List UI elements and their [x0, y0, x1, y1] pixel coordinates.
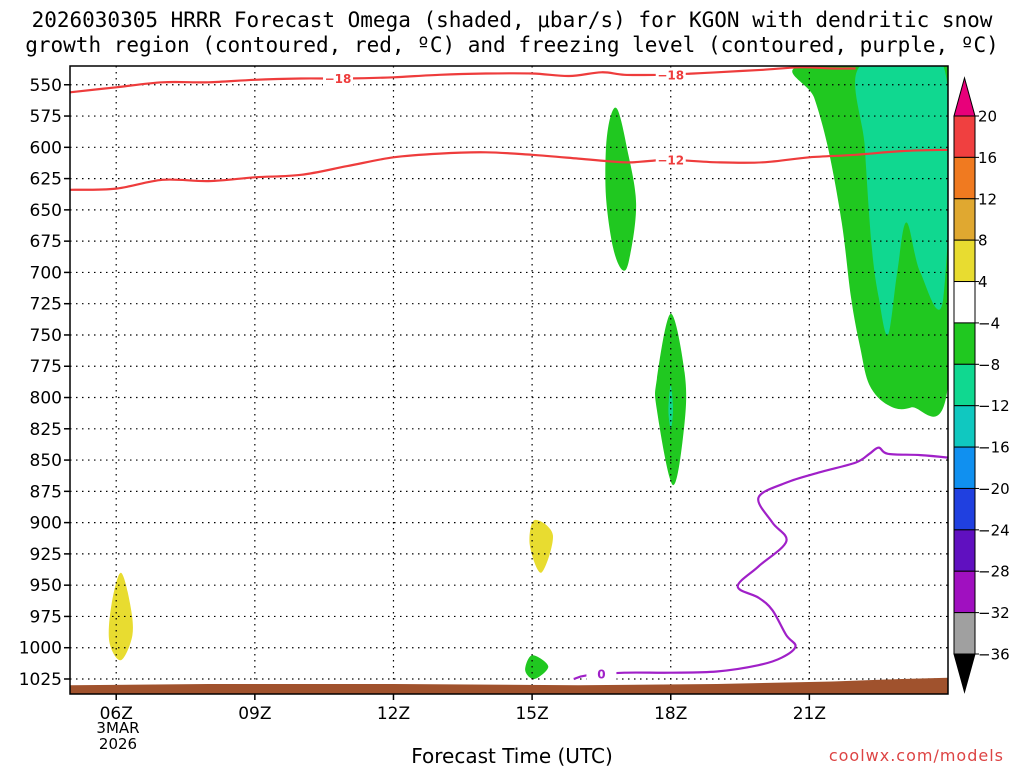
y-tick-label-650: 650: [30, 201, 62, 221]
omega-shade-region-0: [605, 107, 637, 271]
contour-lines: −18 −18 −12 0: [70, 66, 948, 681]
plot-border: [69, 65, 949, 695]
date-label-day: 3MAR: [96, 719, 140, 737]
contour-label-0-0: −18: [325, 72, 352, 86]
contour-line-1: [70, 148, 948, 191]
contour-label-1-0: −12: [657, 153, 684, 167]
y-tick-label-625: 625: [30, 170, 62, 190]
axes: 550 575 600 625 650 675 700 725 750 775 800 825 850 8…: [19, 76, 826, 724]
date-label: 3MAR 2026: [86, 720, 150, 752]
colorbar-box-4: [953, 281, 976, 324]
y-tick-label-925: 925: [30, 545, 62, 565]
y-tick-label-975: 975: [30, 607, 62, 627]
contour-label-bg-1-0: [655, 152, 686, 167]
colorbar-label-3: 8: [978, 232, 988, 250]
contour-label-bg-2-0: [586, 666, 617, 681]
y-tick-label-550: 550: [30, 76, 62, 96]
colorbar-label-4: 4: [978, 273, 988, 291]
date-label-year: 2026: [98, 735, 138, 753]
y-tick-label-600: 600: [30, 138, 62, 158]
y-tick-label-1025: 1025: [19, 670, 62, 690]
y-tick-label-1000: 1000: [19, 639, 62, 659]
omega-shade-region-6: [529, 519, 554, 573]
colorbar-label-6: −8: [978, 356, 1000, 374]
colorbar-label-10: −24: [978, 521, 1010, 539]
chart-title-line-2: growth region (contoured, red, ºC) and f…: [25, 33, 999, 57]
y-tick-label-900: 900: [30, 514, 62, 534]
y-tick-label-850: 850: [30, 451, 62, 471]
y-tick-label-800: 800: [30, 389, 62, 409]
colorbar-label-5: −4: [978, 314, 1000, 332]
colorbar-box-2: [953, 198, 976, 241]
contour-label-bg-0-0: [323, 71, 354, 86]
plot-frame: [69, 65, 949, 695]
colorbar-label-1: 16: [978, 149, 997, 167]
colorbar-box-0: [953, 115, 976, 158]
colorbar-label-0: 20: [978, 108, 997, 126]
colorbar-box-1: [953, 156, 976, 200]
colorbar-box-7: [953, 405, 976, 448]
colorbar-label-13: −36: [978, 646, 1010, 664]
y-tick-label-750: 750: [30, 326, 62, 346]
colorbar-box-11: [953, 570, 976, 614]
ground-fill: [70, 677, 948, 694]
credit-link[interactable]: coolwx.com/models: [828, 746, 1004, 765]
colorbar-box-6: [953, 363, 976, 407]
colorbar-box-8: [953, 446, 976, 489]
x-tick-label-09Z: 09Z: [238, 704, 271, 724]
colorbar-label-12: −32: [978, 604, 1010, 622]
colorbar-box-12: [953, 612, 976, 655]
x-tick-label-21Z: 21Z: [793, 704, 826, 724]
colorbar-top-arrow: [953, 76, 976, 117]
colorbar-label-9: −20: [978, 480, 1010, 498]
y-tick-label-675: 675: [30, 232, 62, 252]
contour-label-0-1: −18: [657, 68, 684, 82]
ground-area: [70, 677, 948, 694]
colorbar-bottom-arrow: [953, 653, 976, 694]
colorbar-label-7: −12: [978, 397, 1010, 415]
y-tick-label-700: 700: [30, 263, 62, 283]
colorbar-box-3: [953, 239, 976, 283]
y-tick-label-725: 725: [30, 295, 62, 315]
omega-shade-region-4: [855, 66, 948, 336]
contour-line-0: [70, 66, 856, 94]
y-tick-label-575: 575: [30, 107, 62, 127]
colorbar-label-8: −16: [978, 439, 1010, 457]
contour-label-bg-0-1: [655, 67, 686, 82]
colorbar-box-10: [953, 529, 976, 572]
contour-line-2: [573, 446, 948, 681]
chart-title-line-1: 2026030305 HRRR Forecast Omega (shaded, …: [31, 8, 993, 32]
colorbar-label-2: 12: [978, 190, 997, 208]
colorbar-box-9: [953, 487, 976, 531]
omega-shade-region-5: [108, 572, 133, 661]
colorbar-box-5: [953, 322, 976, 365]
grid-lines: [70, 66, 948, 694]
y-tick-label-825: 825: [30, 420, 62, 440]
y-tick-label-950: 950: [30, 576, 62, 596]
chart-title: 2026030305 HRRR Forecast Omega (shaded, …: [0, 8, 1024, 58]
x-tick-label-15Z: 15Z: [515, 704, 548, 724]
x-axis-label: Forecast Time (UTC): [411, 744, 613, 768]
x-tick-label-12Z: 12Z: [377, 704, 410, 724]
x-tick-label-18Z: 18Z: [654, 704, 687, 724]
y-tick-label-775: 775: [30, 357, 62, 377]
omega-shade-region-2: [668, 385, 673, 429]
omega-shade-region-7: [525, 655, 549, 680]
colorbar-label-11: −28: [978, 563, 1010, 581]
contour-label-2-0: 0: [597, 667, 605, 681]
colorbar: 20 16 12 8 4 −4 −8 −12 −16 −20 −24 −28 −32 −36: [953, 76, 1010, 694]
x-tick-label-06Z: 06Z: [100, 704, 133, 724]
y-tick-label-875: 875: [30, 482, 62, 502]
shaded-regions: [108, 66, 948, 680]
